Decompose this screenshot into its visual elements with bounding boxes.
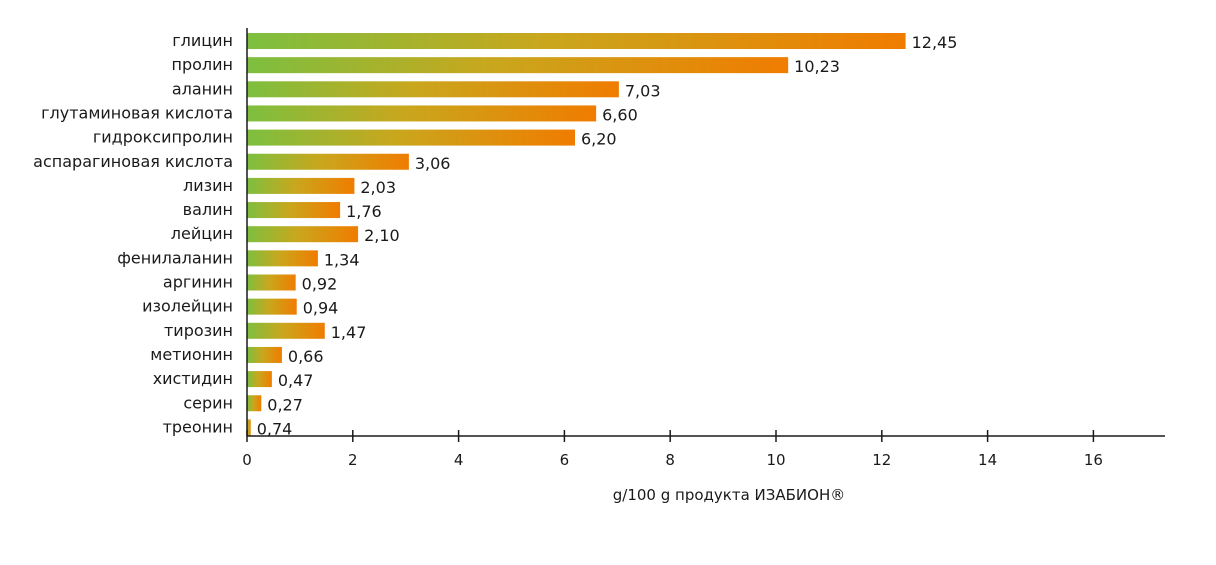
bar (247, 153, 409, 170)
bar (247, 346, 282, 363)
bar (247, 322, 325, 339)
bar (247, 395, 262, 412)
value-label: 0,66 (288, 347, 324, 366)
value-label: 2,03 (360, 178, 396, 197)
bar (247, 274, 296, 291)
bar (247, 298, 297, 315)
category-label: фенилаланин (117, 248, 233, 267)
x-tick-label: 14 (978, 451, 997, 469)
category-label: серин (183, 393, 233, 412)
x-tick-label: 0 (242, 451, 252, 469)
x-tick-label: 6 (560, 451, 570, 469)
bar (247, 226, 359, 243)
category-label: треонин (163, 417, 233, 436)
x-tick-label: 10 (766, 451, 785, 469)
category-label: валин (183, 200, 233, 219)
x-tick-label: 16 (1084, 451, 1103, 469)
category-label: пролин (172, 55, 234, 74)
value-label: 6,20 (581, 130, 617, 149)
x-tick-label: 12 (872, 451, 891, 469)
bar (247, 371, 272, 388)
category-label: хистидин (153, 369, 233, 388)
category-label: лейцин (171, 224, 233, 243)
category-label: глутаминовая кислота (41, 103, 233, 122)
category-label: гидроксипролин (93, 128, 233, 147)
value-label: 0,47 (278, 371, 314, 390)
bars-group (247, 33, 906, 436)
value-label: 1,47 (331, 323, 367, 342)
category-labels-group: глицин пролин аланин глутаминовая кислота ги… (33, 31, 233, 436)
bar (247, 250, 318, 267)
value-label: 1,76 (346, 202, 382, 221)
bar (247, 81, 619, 98)
value-label: 10,23 (794, 57, 840, 76)
x-axis-title: g/100 g продукта ИЗАБИОН® (613, 486, 845, 504)
category-label: аргинин (163, 273, 233, 292)
value-label: 0,27 (267, 395, 303, 414)
bar (247, 105, 597, 122)
bar (247, 129, 575, 146)
value-label: 12,45 (912, 33, 958, 52)
category-label: тирозин (164, 321, 233, 340)
category-label: лизин (183, 176, 233, 195)
category-label: изолейцин (142, 297, 233, 316)
x-tick-label: 2 (348, 451, 358, 469)
category-label: аланин (172, 79, 233, 98)
bar (247, 33, 906, 49)
x-tick-label: 8 (665, 451, 675, 469)
bar (247, 57, 789, 74)
value-label: 0,94 (303, 299, 339, 318)
category-label: метионин (150, 345, 233, 364)
bar (247, 202, 341, 219)
x-tick-label: 4 (454, 451, 464, 469)
category-label: аспарагиновая кислота (33, 152, 233, 171)
bar (247, 419, 251, 436)
category-label: глицин (172, 31, 233, 50)
value-label: 7,03 (625, 81, 661, 100)
value-label: 2,10 (364, 226, 400, 245)
value-label: 1,34 (324, 250, 360, 269)
value-label: 6,60 (602, 105, 638, 124)
value-labels-group: 12,4510,237,036,606,203,062,031,762,101,… (257, 33, 958, 438)
bar (247, 177, 355, 194)
value-label: 3,06 (415, 154, 451, 173)
value-label: 0,92 (302, 275, 338, 294)
value-label: 0,74 (257, 419, 293, 438)
axes-group: 0 2 4 6 8 10 12 14 16 (242, 28, 1165, 469)
